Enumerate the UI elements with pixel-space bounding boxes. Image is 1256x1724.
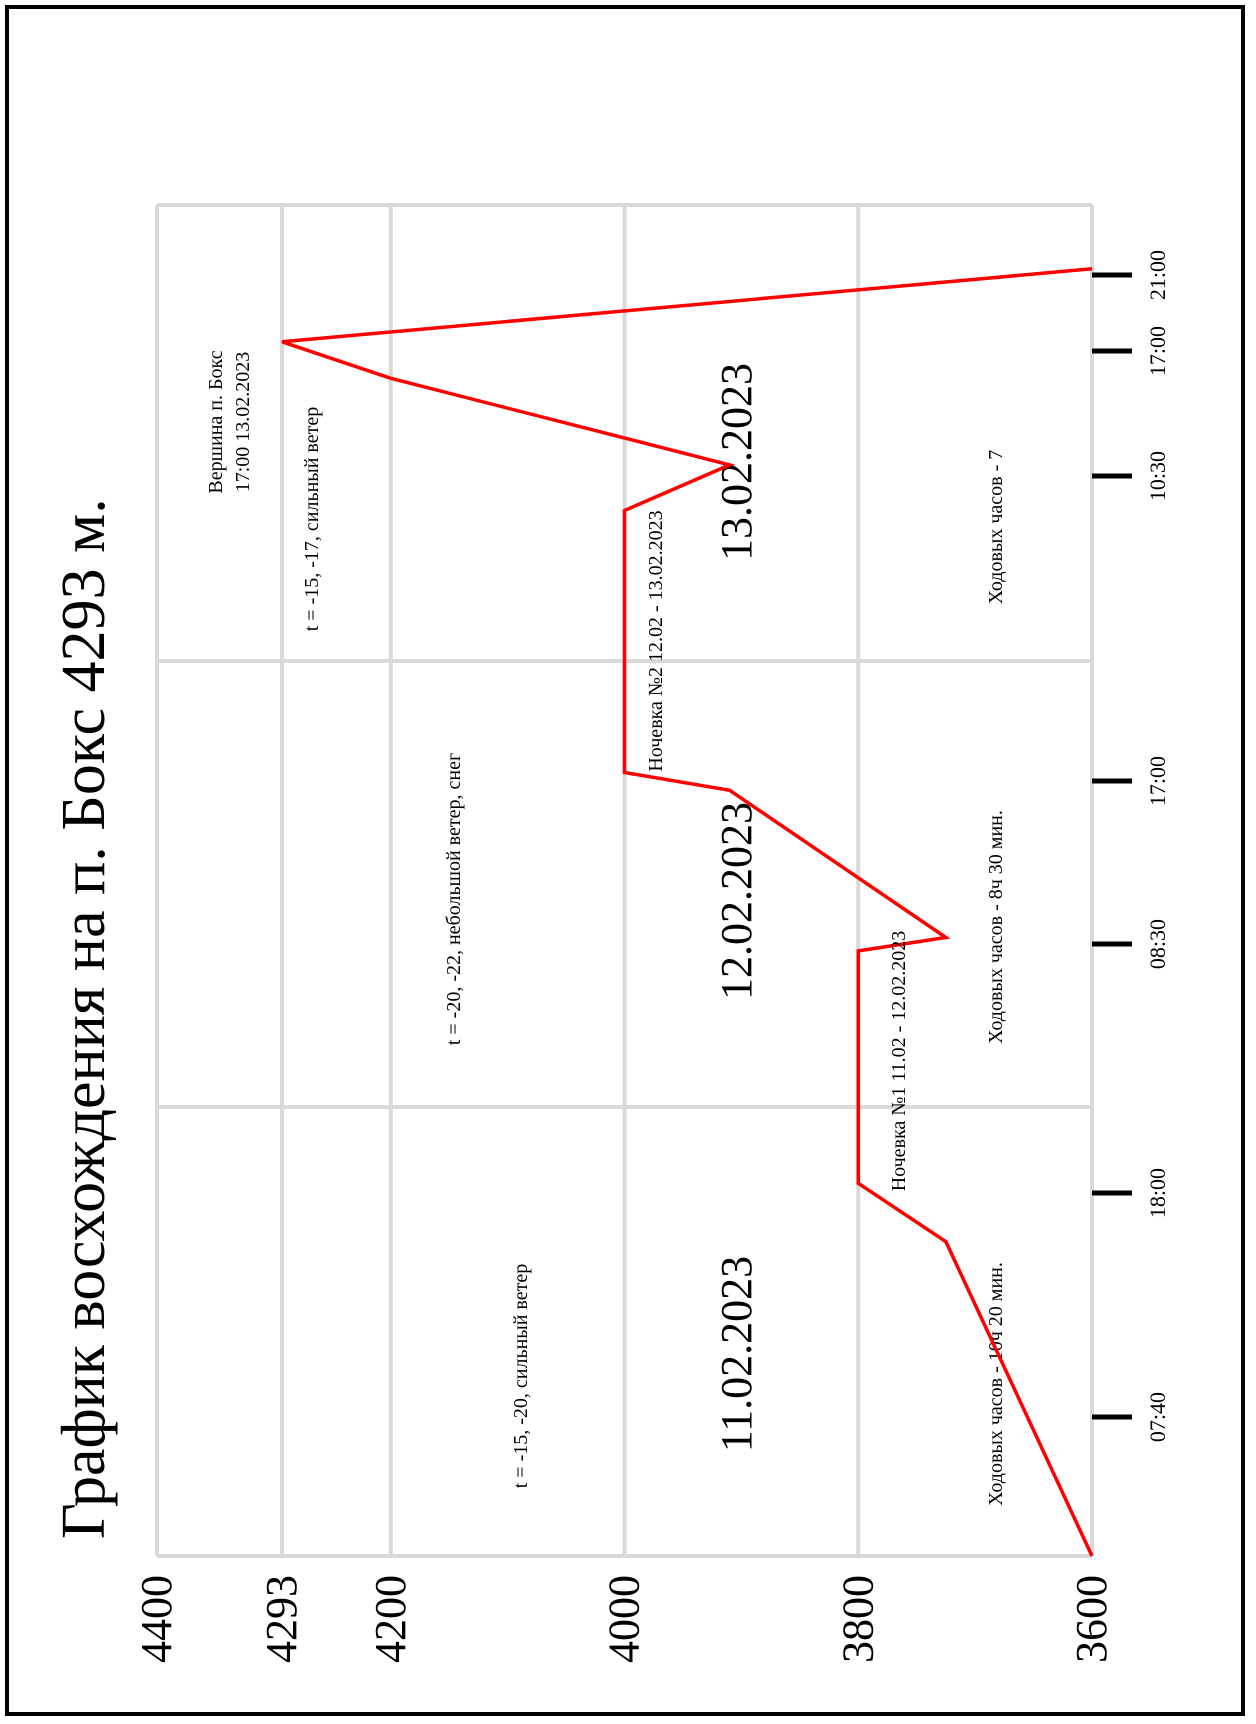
- time-tick-label: 21:00: [1145, 250, 1170, 300]
- time-tick-label: 17:00: [1145, 756, 1170, 806]
- time-tick-label: 08:30: [1145, 919, 1170, 969]
- day-weather-label: t = -20, -22, небольшой ветер, снег: [443, 753, 465, 1045]
- day-weather-label: t = -15, -20, сильный ветер: [510, 1264, 532, 1489]
- day-hours-label: Ходовых часов - 8ч 30 мин.: [985, 810, 1007, 1044]
- day-weather-label: t = -15, -17, сильный ветер: [301, 407, 323, 632]
- time-tick-label: 17:00: [1145, 326, 1170, 376]
- day-hours-label: Ходовых часов - 10ч 20 мин.: [985, 1262, 1007, 1506]
- altitude-tick-label: 3800: [833, 1575, 882, 1663]
- summit-datetime-label: 17:00 13.02.2023: [232, 352, 254, 493]
- grid: [155, 203, 1094, 1558]
- camp2-label: Ночевка №2 12.02 - 13.02.2023: [645, 510, 667, 771]
- time-tick-label: 10:30: [1145, 451, 1170, 501]
- day-labels: 11.02.2023 Ходовых часов - 10ч 20 мин. t =…: [301, 363, 1007, 1506]
- ascent-chart: График восхождения на п. Бокс 4293 м. 11…: [50, 203, 1170, 1663]
- camp1-label: Ночевка №1 11.02 - 12.02.2023: [888, 931, 910, 1192]
- time-ticks: 07:40 18:00 08:30 17:00 10:30 17:00 21:00: [1092, 250, 1170, 1442]
- altitude-tick-labels: 4400 4293 4200 4000 3800 3600: [132, 1575, 1116, 1663]
- summit-label: Вершина п. Бокс: [205, 350, 227, 493]
- page-frame: График восхождения на п. Бокс 4293 м. 11…: [5, 5, 1245, 1716]
- altitude-tick-label: 4293: [257, 1575, 306, 1663]
- day-hours-label: Ходовых часов - 7: [985, 450, 1007, 605]
- annotations: Ночевка №1 11.02 - 12.02.2023 Ночевка №2 …: [205, 350, 910, 1191]
- time-tick-label: 07:40: [1145, 1392, 1170, 1442]
- altitude-tick-label: 4400: [132, 1575, 181, 1663]
- day-date-label: 11.02.2023: [712, 1256, 761, 1452]
- time-tick-label: 18:00: [1145, 1168, 1170, 1218]
- altitude-tick-label: 4200: [366, 1575, 415, 1663]
- ascent-route-line: [281, 267, 1094, 1557]
- day-date-label: 12.02.2023: [712, 802, 761, 1000]
- altitude-tick-label: 3600: [1067, 1575, 1116, 1663]
- altitude-tick-label: 4000: [600, 1575, 649, 1663]
- chart-title: График восхождения на п. Бокс 4293 м.: [50, 498, 118, 1539]
